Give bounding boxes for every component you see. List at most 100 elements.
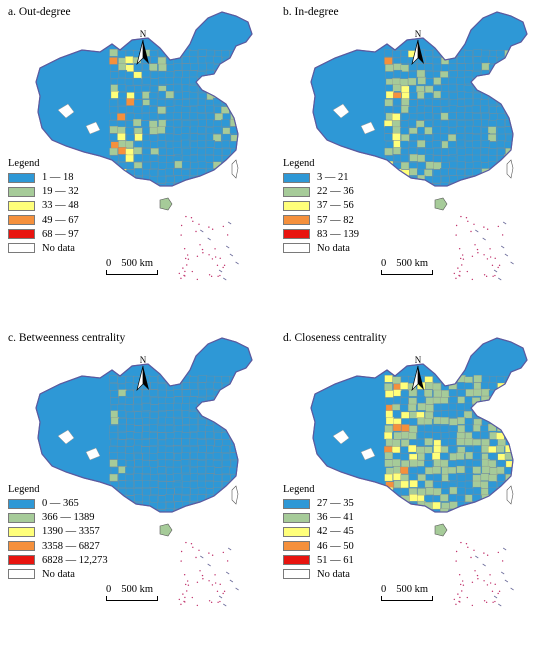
- scale-zero: 0: [106, 584, 112, 595]
- legend-label: No data: [317, 242, 350, 254]
- legend-label: 42 — 45: [317, 526, 354, 538]
- south-china-sea-islands: [178, 215, 239, 281]
- no-data-area: [57, 103, 101, 135]
- legend-label: 68 — 97: [42, 228, 79, 240]
- legend-item: No data: [8, 242, 79, 255]
- legend: Legend 0 — 365 366 — 1389 1390 — 3357 3358 —…: [8, 484, 108, 582]
- legend-item: 57 — 82: [283, 214, 359, 227]
- legend-label: 57 — 82: [317, 214, 354, 226]
- hainan-island: [159, 197, 173, 211]
- panel-title: b. In-degree: [283, 6, 339, 18]
- legend-swatch: [283, 243, 310, 254]
- legend: Legend 27 — 35 36 — 41 42 — 45 46 — 50 51 — 6…: [283, 484, 354, 582]
- taiwan-island: [231, 485, 239, 505]
- map-panel-closeness: d. Closeness centrality N Legend 27 — 35 36 …: [275, 326, 550, 651]
- map-panel-in-degree: b. In-degree N Legend 3 — 21 22 — 36 37 — 56 5…: [275, 0, 550, 325]
- legend-label: 3 — 21: [317, 172, 349, 183]
- scale-distance: 500 km: [121, 584, 154, 595]
- legend-swatch: [283, 498, 310, 509]
- legend-item: 0 — 365: [8, 497, 108, 510]
- north-label: N: [139, 355, 147, 365]
- hainan-island: [434, 523, 448, 537]
- legend-item: No data: [283, 242, 359, 255]
- legend-item: 83 — 139: [283, 228, 359, 241]
- legend-swatch: [8, 215, 35, 226]
- hainan-island: [159, 523, 173, 537]
- no-data-area: [57, 429, 101, 461]
- south-china-sea-islands: [453, 541, 514, 607]
- legend-swatch: [8, 526, 35, 537]
- legend-item: 49 — 67: [8, 214, 79, 227]
- legend-swatch: [8, 172, 35, 183]
- south-china-sea-islands: [178, 541, 239, 607]
- legend-swatch: [8, 498, 35, 509]
- legend-label: 1 — 18: [42, 172, 74, 183]
- legend-swatch: [283, 229, 310, 240]
- legend-label: 22 — 36: [317, 186, 354, 198]
- legend-item: No data: [8, 568, 108, 581]
- choropleth-map: [35, 11, 253, 281]
- legend-item: 1390 — 3357: [8, 525, 108, 538]
- legend: Legend 1 — 18 19 — 32 33 — 48 49 — 67 68 — 97…: [8, 158, 79, 256]
- taiwan-island: [506, 159, 514, 179]
- north-label: N: [414, 355, 422, 365]
- south-china-sea-islands: [453, 215, 514, 281]
- legend-title: Legend: [8, 484, 40, 495]
- legend-item: No data: [283, 568, 354, 581]
- legend-swatch: [283, 215, 310, 226]
- legend-swatch: [283, 569, 310, 580]
- legend-title: Legend: [283, 158, 315, 169]
- scale-line: [381, 596, 433, 601]
- legend-label: 1390 — 3357: [42, 526, 100, 538]
- legend-item: 27 — 35: [283, 497, 354, 510]
- legend-swatch: [8, 186, 35, 197]
- scale-zero: 0: [381, 258, 387, 269]
- legend-label: 19 — 32: [42, 186, 79, 198]
- north-arrow-icon: [136, 365, 149, 392]
- legend-swatch: [283, 541, 310, 552]
- scale-bar: 0 500 km: [106, 258, 158, 275]
- legend-label: 3358 — 6827: [42, 540, 100, 552]
- legend-swatch: [8, 555, 35, 566]
- legend-swatch: [8, 569, 35, 580]
- north-arrow-icon: [411, 39, 424, 66]
- legend-swatch: [8, 541, 35, 552]
- scale-line: [106, 270, 158, 275]
- legend-item: 19 — 32: [8, 185, 79, 198]
- legend-label: 37 — 56: [317, 200, 354, 212]
- scale-line: [106, 596, 158, 601]
- scale-bar: 0 500 km: [381, 584, 433, 601]
- legend-label: 36 — 41: [317, 512, 354, 524]
- legend-label: 366 — 1389: [42, 512, 95, 524]
- legend-item: 1 — 18: [8, 171, 79, 184]
- legend-item: 366 — 1389: [8, 511, 108, 524]
- legend: Legend 3 — 21 22 — 36 37 — 56 57 — 82 83 — 13…: [283, 158, 359, 256]
- legend-swatch: [283, 526, 310, 537]
- legend-swatch: [283, 555, 310, 566]
- legend-item: 42 — 45: [283, 525, 354, 538]
- north-arrow-icon: [411, 365, 424, 392]
- legend-label: No data: [317, 568, 350, 580]
- legend-label: 27 — 35: [317, 498, 354, 509]
- legend-label: 33 — 48: [42, 200, 79, 212]
- legend-label: 6828 — 12,273: [42, 554, 108, 566]
- legend-swatch: [8, 229, 35, 240]
- hainan-island: [434, 197, 448, 211]
- scale-bar: 0 500 km: [381, 258, 433, 275]
- legend-item: 22 — 36: [283, 185, 359, 198]
- north-label: N: [139, 29, 147, 39]
- legend-swatch: [283, 200, 310, 211]
- legend-label: 83 — 139: [317, 228, 359, 240]
- legend-item: 46 — 50: [283, 540, 354, 553]
- legend-item: 3358 — 6827: [8, 540, 108, 553]
- legend-swatch: [283, 172, 310, 183]
- legend-item: 37 — 56: [283, 199, 359, 212]
- legend-item: 51 — 61: [283, 554, 354, 567]
- taiwan-island: [506, 485, 514, 505]
- legend-label: 49 — 67: [42, 214, 79, 226]
- scale-zero: 0: [381, 584, 387, 595]
- legend-title: Legend: [283, 484, 315, 495]
- panel-title: a. Out-degree: [8, 6, 71, 18]
- scale-bar: 0 500 km: [106, 584, 158, 601]
- no-data-area: [332, 103, 376, 135]
